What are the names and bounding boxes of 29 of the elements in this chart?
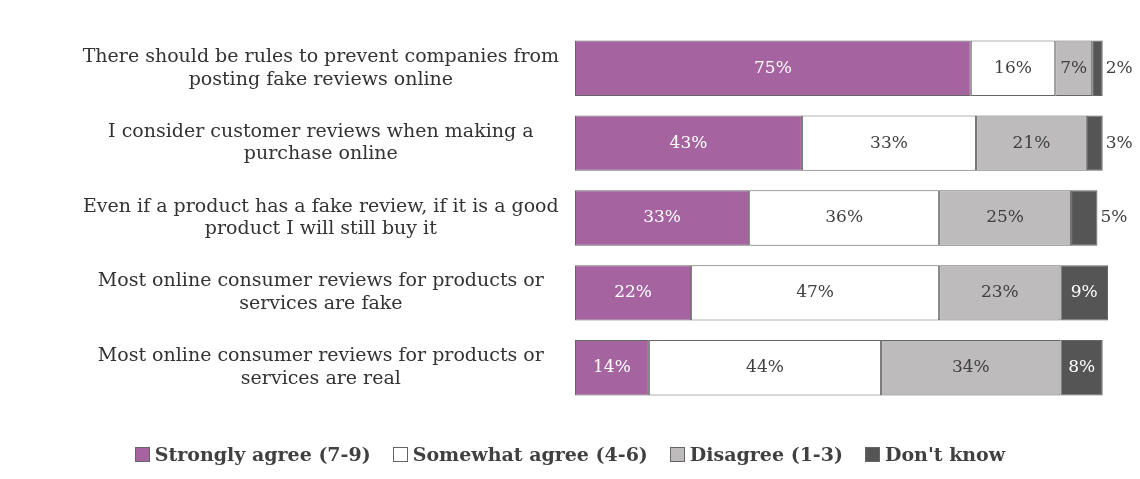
- data-label: 43%: [669, 131, 708, 152]
- data-label: 33%: [643, 206, 681, 227]
- data-label: 22%: [614, 281, 652, 302]
- data-label: 3%: [1105, 131, 1133, 152]
- data-label: 44%: [746, 356, 784, 377]
- y-tick-label: Most online consumer reviews for products or services are real: [97, 343, 545, 389]
- legend-label: Don't know: [884, 443, 1006, 465]
- data-label: 5%: [1100, 206, 1128, 227]
- data-label: 36%: [825, 206, 864, 227]
- data-label: 21%: [1012, 131, 1051, 152]
- data-label: 25%: [986, 206, 1024, 227]
- data-label: 14%: [593, 356, 631, 377]
- legend-label: Disagree (1-3): [689, 443, 843, 465]
- data-label: 23%: [980, 281, 1019, 302]
- data-label: 33%: [870, 131, 908, 152]
- y-tick-label: I consider customer reviews when making a purchase online: [108, 118, 534, 164]
- data-label: 75%: [754, 56, 792, 77]
- data-label: 47%: [796, 281, 835, 302]
- data-label: 16%: [994, 56, 1032, 77]
- data-label: 8%: [1068, 356, 1096, 377]
- data-label: 2%: [1105, 56, 1133, 77]
- data-label: 7%: [1060, 56, 1088, 77]
- legend-label: Strongly agree (7-9): [154, 443, 371, 465]
- data-label: 34%: [951, 356, 990, 377]
- data-label: 9%: [1070, 281, 1098, 302]
- text: Somewhat agree (4-6): [412, 443, 648, 465]
- y-tick-label: There should be rules to prevent companies from posting fake reviews online: [82, 43, 559, 89]
- y-tick-label: Even if a product has a fake review, if it is a good product I will still buy it: [82, 193, 559, 239]
- y-tick-label: Most online consumer reviews for products or services are fake: [97, 268, 545, 314]
